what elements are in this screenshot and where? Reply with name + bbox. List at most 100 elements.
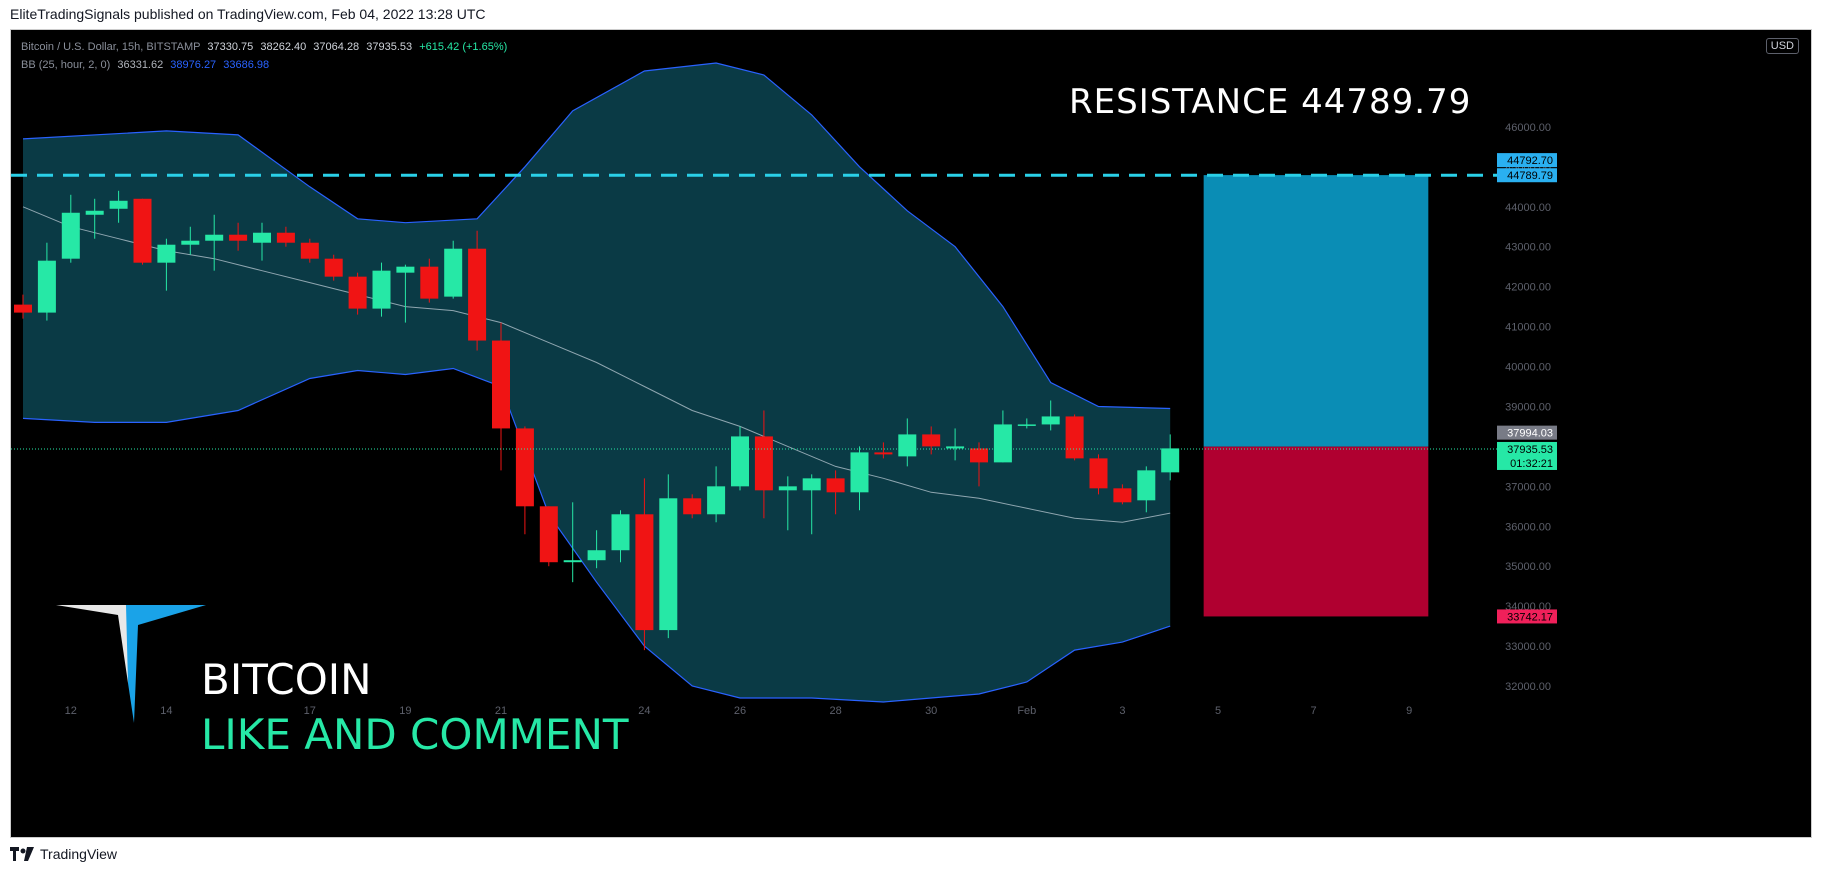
legend-bb-lower: 33686.98	[223, 59, 270, 71]
candle-body	[874, 452, 893, 455]
chart-subtitle-text: LIKE AND COMMENT	[201, 710, 629, 759]
price-tag-label: 33742.17	[1507, 611, 1553, 623]
y-tick-label: 42000.00	[1505, 282, 1551, 294]
candle-body	[37, 260, 56, 313]
x-tick-label: 7	[1311, 705, 1317, 717]
candle-body	[1089, 458, 1108, 489]
legend-close: 37935.53	[366, 41, 413, 53]
legend-bb-upper: 38976.27	[170, 59, 217, 71]
candle-body	[970, 448, 988, 463]
candle-body	[109, 200, 128, 209]
candle-body	[1065, 416, 1084, 459]
candle-body	[444, 248, 463, 297]
bb-lower-line	[22, 367, 1171, 703]
x-tick-label: 24	[638, 705, 650, 717]
x-tick-label: 17	[304, 705, 316, 717]
price-tag-label: 37935.53	[1507, 444, 1553, 456]
y-tick-label: 43000.00	[1505, 242, 1551, 254]
legend-row-bb: BB (25, hour, 2, 0) 36331.62 38976.27 33…	[21, 56, 507, 74]
price-tag-countdown: 01:32:21	[1510, 458, 1553, 470]
x-tick-label: 3	[1119, 705, 1125, 717]
candle-body	[659, 498, 678, 631]
tradingview-logo-icon[interactable]	[10, 847, 34, 861]
y-tick-label: 37000.00	[1505, 481, 1551, 493]
price-tag-box	[1497, 609, 1557, 624]
candle-body	[993, 424, 1012, 463]
y-tick-label: 46000.00	[1505, 122, 1551, 134]
legend-row-price: Bitcoin / U.S. Dollar, 15h, BITSTAMP 373…	[21, 38, 507, 56]
legend-change: +615.42 (+1.65%)	[419, 41, 508, 53]
chart-legend: Bitcoin / U.S. Dollar, 15h, BITSTAMP 373…	[21, 38, 507, 74]
y-tick-label: 33000.00	[1505, 641, 1551, 653]
candle-body	[587, 550, 606, 561]
candle-body	[611, 514, 630, 551]
price-tag-box	[1497, 425, 1557, 440]
candle-body	[850, 452, 869, 493]
candle-body	[539, 506, 558, 563]
candle-body	[802, 478, 821, 491]
candle-body	[898, 434, 917, 457]
legend-bb-basis: 36331.62	[117, 59, 164, 71]
price-tag-label: 37994.03	[1507, 428, 1553, 440]
x-tick-label: 5	[1215, 705, 1221, 717]
footer-brand[interactable]: TradingView	[40, 846, 118, 862]
candle-body	[324, 258, 343, 277]
candle-body	[563, 560, 582, 563]
candle-body	[492, 340, 510, 429]
candle-body	[707, 486, 726, 515]
price-tag-label: 44789.79	[1507, 170, 1553, 182]
y-tick-label: 41000.00	[1505, 322, 1551, 334]
candle-body	[946, 446, 965, 449]
y-tick-label: 36000.00	[1505, 521, 1551, 533]
x-tick-label: 28	[829, 705, 841, 717]
chart-title-text: BITCOIN	[201, 655, 372, 704]
price-tag-box	[1497, 153, 1557, 168]
candle-body	[133, 198, 152, 263]
candle-body	[683, 498, 702, 515]
candle-body	[157, 244, 176, 263]
bb-upper-line	[22, 62, 1171, 410]
chart-panel[interactable]: 32000.00 33000.00 34000.00 35000.00 36000.00…	[10, 29, 1812, 838]
candle-body	[515, 428, 534, 507]
price-tag-box	[1497, 441, 1557, 470]
x-tick-label: 14	[160, 705, 172, 717]
position-target-zone	[1203, 175, 1429, 447]
candle-body	[14, 304, 32, 313]
candle-body	[229, 234, 248, 241]
position-stop-zone	[1203, 446, 1429, 617]
brand-logo	[56, 605, 206, 723]
publish-attribution: EliteTradingSignals published on Trading…	[10, 6, 486, 22]
candle-body	[420, 266, 439, 299]
legend-open: 37330.75	[207, 41, 254, 53]
candle-body	[61, 212, 80, 259]
candle-body	[1137, 470, 1156, 501]
price-tag-label: 44792.70	[1507, 155, 1553, 167]
candle-body	[826, 478, 845, 493]
candle-body	[396, 266, 415, 273]
candle-body	[85, 210, 104, 215]
x-tick-label: 21	[495, 705, 507, 717]
candle-body	[635, 514, 654, 631]
candle-body	[778, 486, 797, 491]
x-tick-label: 30	[925, 705, 937, 717]
candle-body	[276, 232, 295, 243]
candle-body	[1161, 448, 1180, 473]
price-chart[interactable]: 32000.0033000.0034000.0035000.0036000.00…	[11, 30, 1812, 838]
legend-bb-label[interactable]: BB (25, hour, 2, 0)	[21, 59, 111, 71]
currency-badge[interactable]: USD	[1765, 38, 1799, 54]
candle-body	[181, 240, 200, 245]
x-tick-label: 26	[734, 705, 746, 717]
bb-band-fill	[23, 63, 1171, 702]
x-tick-label: Feb	[1017, 705, 1036, 717]
candle-body	[253, 232, 271, 243]
candle-body	[205, 234, 224, 241]
candle-body	[731, 436, 749, 487]
candle-body	[922, 434, 941, 447]
price-tag-box	[1497, 168, 1557, 183]
x-tick-label: 12	[65, 705, 77, 717]
legend-symbol[interactable]: Bitcoin / U.S. Dollar, 15h, BITSTAMP	[21, 41, 201, 53]
resistance-annotation: RESISTANCE 44789.79	[1069, 82, 1472, 122]
x-tick-label: 19	[399, 705, 411, 717]
candle-body	[1041, 416, 1060, 425]
candle-body	[468, 248, 487, 341]
